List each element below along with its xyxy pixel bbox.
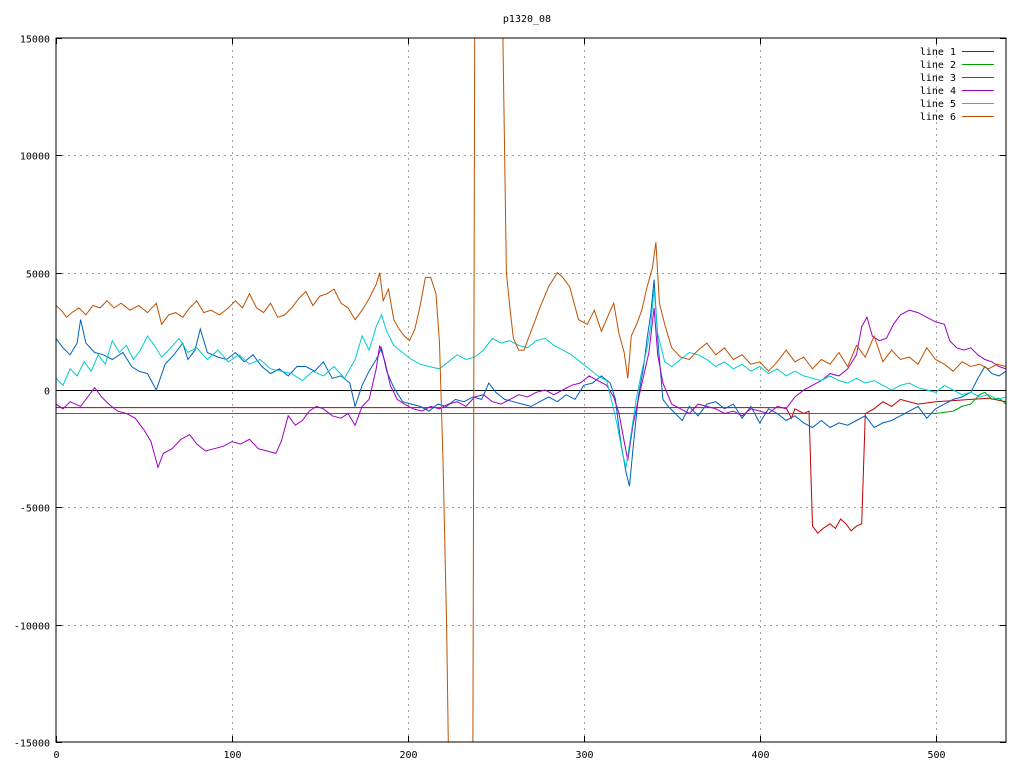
y-tick-label: 0 [44, 387, 50, 398]
y-tick-label: -10000 [14, 622, 50, 633]
y-tick-label: 10000 [20, 152, 50, 163]
y-tick-label: -15000 [14, 739, 50, 750]
series-line-5 [56, 289, 1006, 468]
plot-frame [55, 37, 1007, 743]
legend-label-5: line 5 [920, 99, 956, 110]
legend-label-2: line 2 [920, 60, 956, 71]
legend-label-6: line 6 [920, 112, 956, 123]
series-line-3 [56, 279, 1006, 487]
series-line-4 [56, 307, 1006, 470]
y-tick-labels: 15000 10000 5000 0 -5000 -10000 -15000 [14, 35, 50, 750]
axis-ticks [56, 38, 1006, 743]
series-line-1 [56, 397, 1006, 534]
y-tick-label: 5000 [26, 270, 50, 281]
x-tick-labels: 0 100 200 300 400 500 [53, 750, 945, 761]
grid-lines [56, 38, 1006, 742]
x-tick-label: 300 [575, 750, 593, 761]
x-tick-label: 500 [927, 750, 945, 761]
y-tick-label: 15000 [20, 35, 50, 46]
chart-title: p1320_08 [503, 14, 551, 25]
series-lines [56, 38, 1006, 742]
x-tick-label: 200 [399, 750, 417, 761]
legend-label-3: line 3 [920, 73, 956, 84]
x-tick-label: 400 [751, 750, 769, 761]
x-tick-label: 100 [223, 750, 241, 761]
legend-label-4: line 4 [920, 86, 956, 97]
legend-label-1: line 1 [920, 47, 956, 58]
x-tick-label: 0 [53, 750, 59, 761]
y-tick-label: -5000 [20, 504, 50, 515]
legend: line 1 line 2 line 3 line 4 line 5 line 6 [920, 47, 994, 123]
series-line-2 [56, 391, 1006, 414]
series-line-6 [56, 38, 1006, 742]
